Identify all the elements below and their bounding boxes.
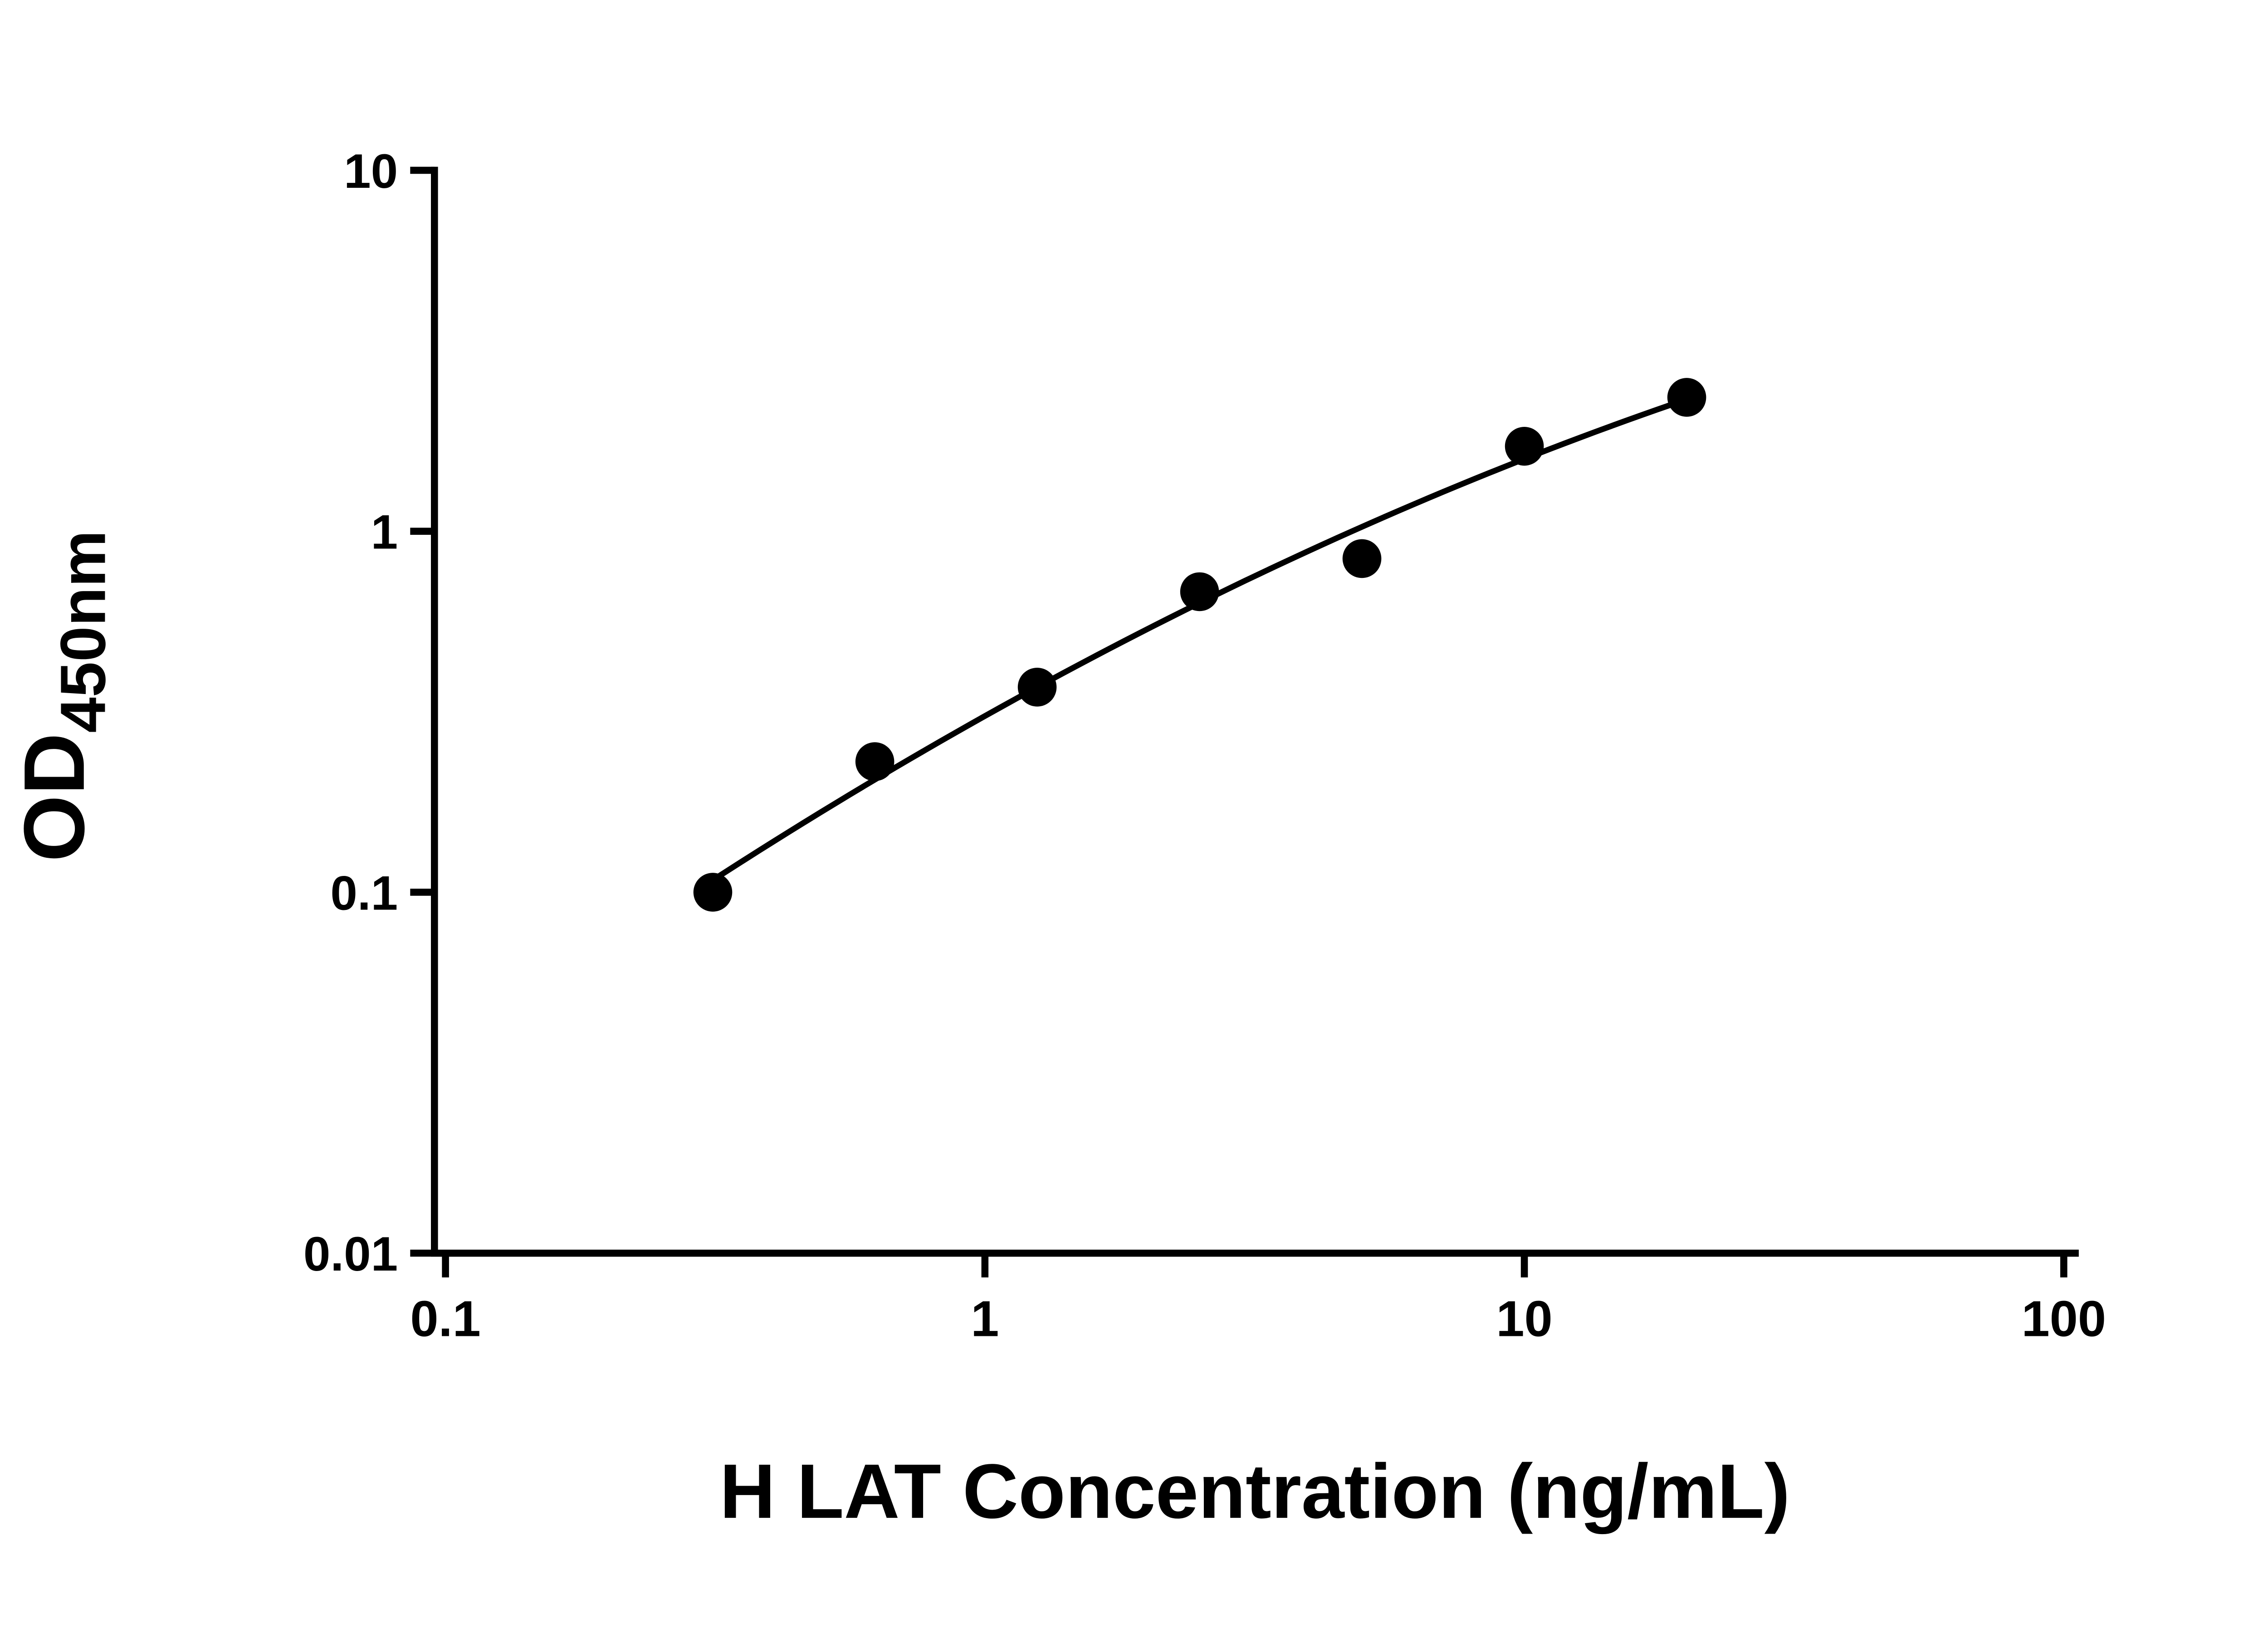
x-tick-label: 100 bbox=[2022, 1290, 2107, 1347]
chart-background bbox=[0, 22, 2268, 1611]
y-tick-label: 10 bbox=[344, 144, 398, 198]
data-point bbox=[1505, 426, 1544, 466]
data-point bbox=[1342, 539, 1382, 578]
x-tick-label: 10 bbox=[1496, 1290, 1552, 1347]
x-tick-label: 0.1 bbox=[410, 1290, 480, 1347]
y-tick-label: 1 bbox=[371, 505, 398, 559]
data-point bbox=[1180, 572, 1219, 611]
data-point bbox=[1017, 668, 1057, 707]
data-point bbox=[693, 873, 733, 912]
data-point bbox=[855, 742, 894, 781]
data-points bbox=[693, 378, 1706, 912]
x-tick-label: 1 bbox=[971, 1290, 999, 1347]
data-point bbox=[1667, 378, 1706, 417]
y-axis-title-main: OD bbox=[6, 733, 103, 862]
y-axis-title-subscript: 450nm bbox=[47, 530, 118, 733]
y-axis-title: OD450nm bbox=[6, 530, 119, 862]
y-tick-label: 0.1 bbox=[330, 865, 398, 920]
y-tick-label: 0.01 bbox=[303, 1227, 398, 1281]
x-axis-title: H LAT Concentration (ng/mL) bbox=[720, 1448, 1790, 1535]
